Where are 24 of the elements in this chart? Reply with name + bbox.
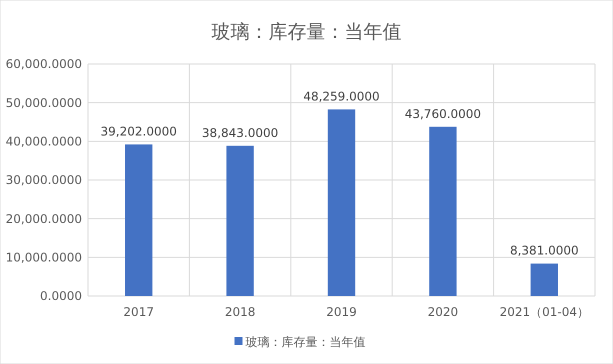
data-label: 38,843.0000 [202, 126, 278, 140]
x-tick-label: 2019 [326, 305, 357, 319]
y-tick-label: 20,000.0000 [6, 212, 82, 226]
y-tick-label: 0.0000 [40, 289, 82, 304]
data-label: 8,381.0000 [510, 244, 579, 258]
y-tick-label: 40,000.0000 [6, 134, 82, 149]
x-tick-label: 2020 [428, 305, 458, 319]
y-tick-label: 30,000.0000 [6, 173, 82, 188]
bar [226, 146, 254, 296]
data-label: 48,259.0000 [303, 89, 380, 104]
chart-title: 玻璃：库存量：当年值 [212, 21, 402, 43]
x-tick-label: 2021（01-04） [500, 305, 590, 319]
bar [429, 126, 457, 296]
bar [530, 264, 558, 296]
y-tick-label: 50,000.0000 [6, 96, 82, 110]
bar [125, 144, 152, 296]
y-tick-label: 10,000.0000 [6, 250, 82, 265]
y-tick-label: 60,000.0000 [6, 57, 82, 72]
data-label: 43,760.0000 [404, 106, 482, 121]
x-tick-label: 2017 [123, 305, 154, 319]
data-label: 39,202.0000 [100, 124, 177, 138]
bar [328, 109, 356, 296]
x-tick-label: 2018 [224, 305, 256, 319]
legend-label: 玻璃：库存量：当年值 [246, 335, 366, 350]
